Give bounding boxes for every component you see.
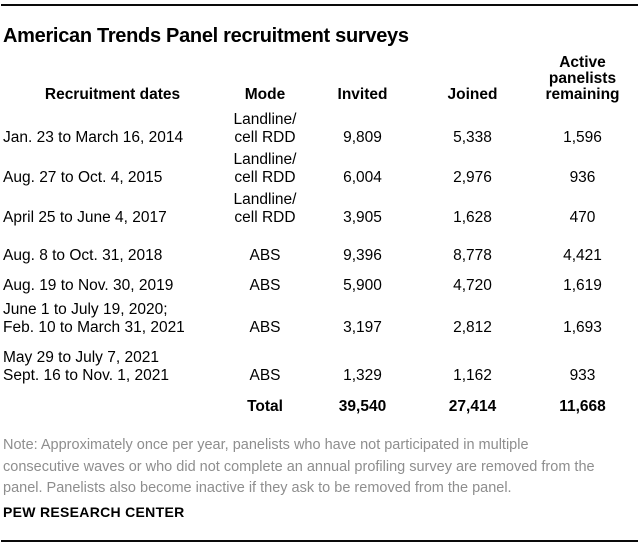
mode-cell: ABS bbox=[249, 319, 281, 336]
remaining-cell: 1,619 bbox=[563, 277, 602, 294]
joined-cell: 8,778 bbox=[453, 247, 492, 264]
dates-cell: April 25 to June 4, 2017 bbox=[3, 209, 167, 226]
table-row: Aug. 27 to Oct. 4, 2015 Landline/ cell R… bbox=[0, 147, 640, 187]
dates-cell: Aug. 27 to Oct. 4, 2015 bbox=[3, 169, 163, 186]
remaining-cell: 933 bbox=[569, 367, 596, 384]
total-joined-cell: 27,414 bbox=[448, 398, 497, 415]
table-row: June 1 to July 19, 2020; Feb. 10 to Marc… bbox=[0, 295, 640, 337]
total-label-cell: Total bbox=[247, 398, 283, 415]
dates-cell: June 1 to July 19, 2020; Feb. 10 to Marc… bbox=[3, 301, 185, 336]
invited-cell: 5,900 bbox=[343, 277, 382, 294]
total-remaining-cell: 11,668 bbox=[559, 398, 606, 415]
mode-cell: ABS bbox=[249, 247, 281, 264]
figure-note: Note: Approximately once per year, panel… bbox=[3, 437, 595, 496]
header-invited: Invited bbox=[337, 86, 388, 103]
dates-cell: Aug. 8 to Oct. 31, 2018 bbox=[3, 247, 163, 264]
joined-cell: 1,628 bbox=[453, 209, 492, 226]
mode-cell: ABS bbox=[249, 367, 281, 384]
table-total-row: Total 39,540 27,414 11,668 bbox=[0, 385, 640, 416]
remaining-cell: 1,596 bbox=[563, 129, 602, 146]
header-active-panelists-remaining: Active panelists remaining bbox=[545, 54, 620, 103]
recruitment-table: Recruitment dates Mode Invited Joined Ac… bbox=[0, 55, 640, 416]
figure-title: American Trends Panel recruitment survey… bbox=[3, 25, 409, 47]
remaining-cell: 1,693 bbox=[563, 319, 602, 336]
mode-cell: ABS bbox=[249, 277, 281, 294]
joined-cell: 4,720 bbox=[453, 277, 492, 294]
invited-cell: 1,329 bbox=[343, 367, 382, 384]
dates-cell: Aug. 19 to Nov. 30, 2019 bbox=[3, 277, 174, 294]
remaining-cell: 470 bbox=[569, 209, 596, 226]
dates-cell bbox=[0, 385, 225, 416]
table-header-row: Recruitment dates Mode Invited Joined Ac… bbox=[0, 55, 640, 107]
table-row: Aug. 8 to Oct. 31, 2018 ABS 9,396 8,778 … bbox=[0, 227, 640, 265]
remaining-cell: 936 bbox=[569, 169, 596, 186]
header-joined: Joined bbox=[447, 86, 498, 103]
invited-cell: 9,396 bbox=[343, 247, 382, 264]
remaining-cell: 4,421 bbox=[563, 247, 602, 264]
dates-cell: Jan. 23 to March 16, 2014 bbox=[3, 129, 184, 146]
dates-cell: May 29 to July 7, 2021 Sept. 16 to Nov. … bbox=[3, 349, 170, 384]
invited-cell: 3,905 bbox=[343, 209, 382, 226]
header-mode: Mode bbox=[244, 86, 286, 103]
table-row: Aug. 19 to Nov. 30, 2019 ABS 5,900 4,720… bbox=[0, 265, 640, 295]
table-row: Jan. 23 to March 16, 2014 Landline/ cell… bbox=[0, 107, 640, 147]
invited-cell: 6,004 bbox=[343, 169, 382, 186]
invited-cell: 9,809 bbox=[343, 129, 382, 146]
invited-cell: 3,197 bbox=[343, 319, 382, 336]
mode-cell: Landline/ cell RDD bbox=[233, 111, 297, 146]
table-row: April 25 to June 4, 2017 Landline/ cell … bbox=[0, 187, 640, 227]
table-row: May 29 to July 7, 2021 Sept. 16 to Nov. … bbox=[0, 337, 640, 385]
top-divider bbox=[1, 4, 638, 6]
joined-cell: 1,162 bbox=[453, 367, 492, 384]
mode-cell: Landline/ cell RDD bbox=[233, 151, 297, 186]
total-invited-cell: 39,540 bbox=[338, 398, 387, 415]
source-label: PEW RESEARCH CENTER bbox=[3, 504, 185, 520]
header-recruitment-dates: Recruitment dates bbox=[44, 86, 181, 103]
mode-cell: Landline/ cell RDD bbox=[233, 191, 297, 226]
joined-cell: 5,338 bbox=[453, 129, 492, 146]
joined-cell: 2,976 bbox=[453, 169, 492, 186]
bottom-divider bbox=[1, 540, 638, 542]
joined-cell: 2,812 bbox=[453, 319, 492, 336]
